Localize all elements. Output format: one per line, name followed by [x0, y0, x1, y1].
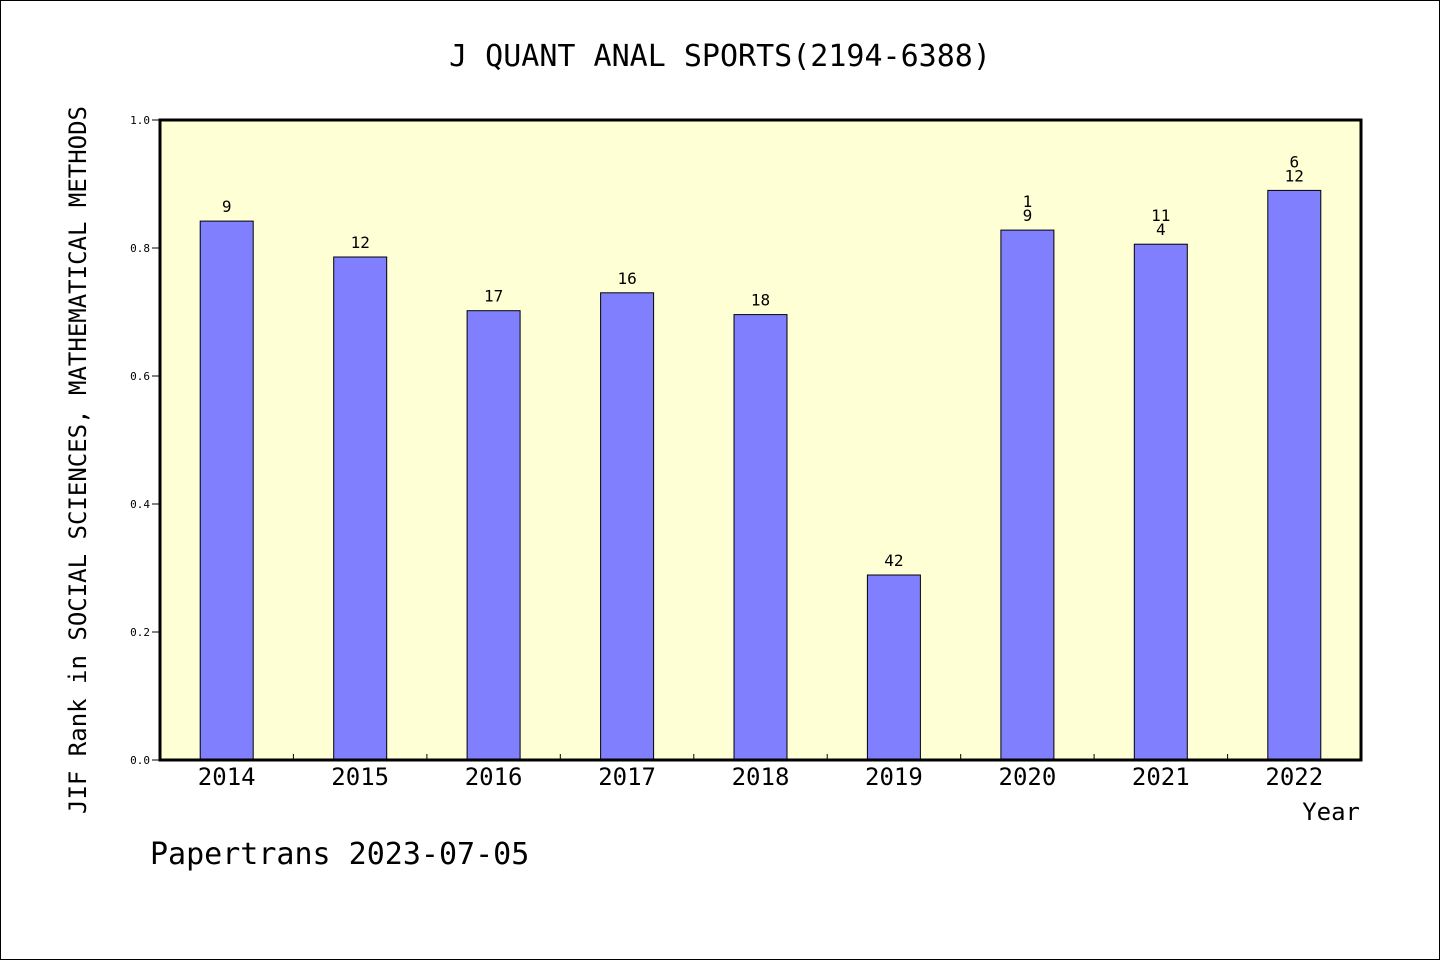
bar-label-2021-1: 11: [1151, 206, 1170, 225]
bar-label-2015: 12: [351, 233, 370, 252]
bar-2020: [1000, 229, 1055, 761]
bar-2019: [866, 574, 921, 761]
bar-label-2021-2: 4: [1156, 220, 1166, 239]
bar-2016: [466, 310, 521, 761]
bar-label-2016: 17: [484, 287, 503, 306]
footer-credit: Papertrans 2023-07-05: [150, 837, 529, 872]
bar-label-2020-1: 1: [1023, 192, 1033, 211]
x-tick-label-2014: 2014: [198, 763, 256, 791]
x-tick-label-2017: 2017: [598, 763, 656, 791]
bar-label-2014: 9: [222, 197, 232, 216]
chart-title: J QUANT ANAL SPORTS(2194-6388): [449, 39, 991, 74]
x-tick-label-2022: 2022: [1265, 763, 1323, 791]
y-tick-label-0.6: 0.6: [130, 370, 150, 383]
y-tick-label-1.0: 1.0: [130, 114, 150, 127]
y-tick-label-0.4: 0.4: [130, 498, 150, 511]
x-tick-label-2016: 2016: [465, 763, 523, 791]
x-tick-label-2021: 2021: [1132, 763, 1190, 791]
bar-2021: [1133, 243, 1188, 761]
bar-label-2017: 16: [617, 269, 636, 288]
plot-border: [158, 118, 1363, 762]
y-axis-label: JIF Rank in SOCIAL SCIENCES, MATHEMATICA…: [64, 106, 92, 814]
x-axis-label: Year: [1302, 798, 1360, 826]
x-tick-label-2018: 2018: [732, 763, 790, 791]
bar-label-2022-1: 6: [1289, 152, 1299, 171]
bar-2015: [333, 256, 388, 761]
bar-2022: [1267, 189, 1322, 761]
bar-2018: [733, 314, 788, 761]
bar-label-2019: 42: [884, 551, 903, 570]
bar-2014: [199, 220, 254, 761]
x-tick-label-2015: 2015: [331, 763, 389, 791]
y-tick-label-0.8: 0.8: [130, 242, 150, 255]
bar-2017: [600, 292, 655, 761]
x-tick-label-2020: 2020: [999, 763, 1057, 791]
x-tick-label-2019: 2019: [865, 763, 923, 791]
bar-label-2022-2: 12: [1285, 166, 1304, 185]
bar-label-2020-2: 9: [1023, 206, 1033, 225]
y-tick-label-0.0: 0.0: [130, 754, 150, 767]
y-tick-label-0.2: 0.2: [130, 626, 150, 639]
bar-label-2018: 18: [751, 291, 770, 310]
